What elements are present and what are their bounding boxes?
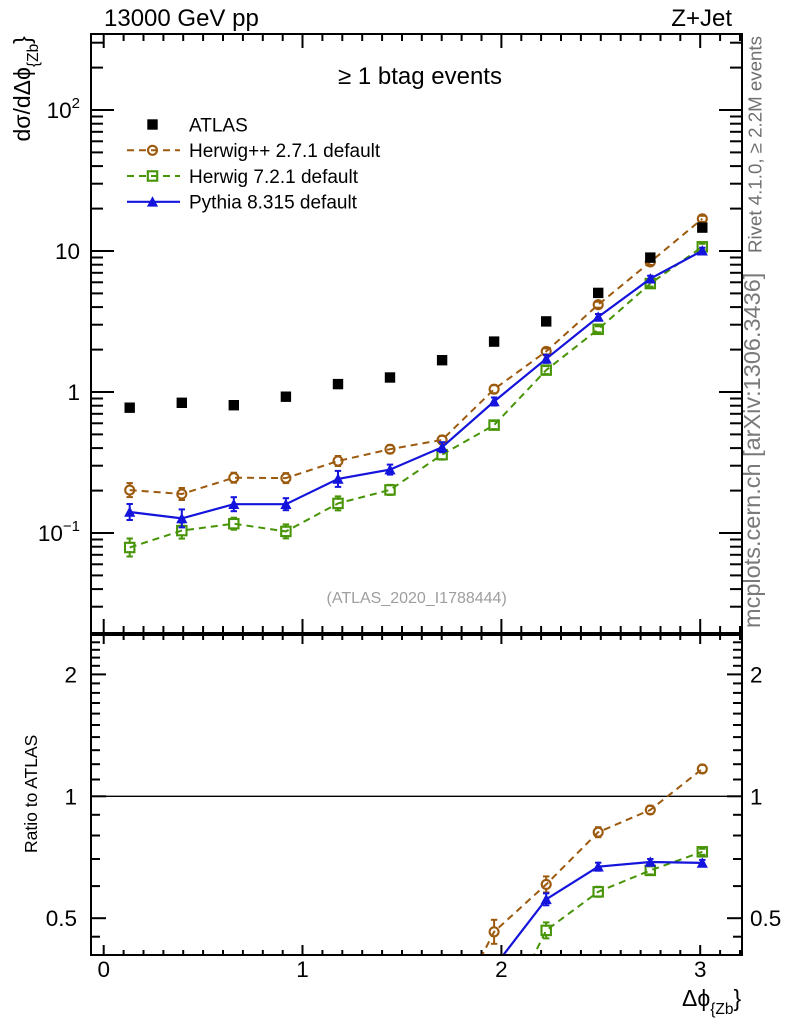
svg-text:1: 1: [67, 380, 80, 405]
svg-text:≥ 1 btag events: ≥ 1 btag events: [338, 63, 502, 90]
svg-text:10−1: 10−1: [38, 518, 80, 546]
svg-text:ATLAS: ATLAS: [189, 115, 248, 136]
svg-text:(ATLAS_2020_I1788444): (ATLAS_2020_I1788444): [327, 590, 507, 607]
svg-text:2: 2: [495, 957, 508, 982]
svg-text:2: 2: [64, 662, 77, 687]
svg-text:1: 1: [64, 784, 77, 809]
svg-text:Ratio to ATLAS: Ratio to ATLAS: [21, 735, 41, 853]
svg-text:0.5: 0.5: [46, 906, 77, 931]
svg-text:0.5: 0.5: [750, 906, 781, 931]
svg-text:10: 10: [55, 239, 80, 264]
svg-text:Rivet 4.1.0, ≥ 2.2M events: Rivet 4.1.0, ≥ 2.2M events: [745, 36, 766, 253]
svg-text:Z+Jet: Z+Jet: [671, 5, 732, 32]
svg-text:1: 1: [296, 957, 309, 982]
svg-text:3: 3: [694, 957, 707, 982]
svg-text:Pythia 8.315 default: Pythia 8.315 default: [189, 193, 358, 214]
svg-text:13000 GeV pp: 13000 GeV pp: [104, 5, 259, 32]
svg-text:1: 1: [750, 784, 763, 809]
svg-text:0: 0: [97, 957, 110, 982]
svg-text:mcplots.cern.ch [arXiv:1306.34: mcplots.cern.ch [arXiv:1306.3436]: [739, 273, 765, 628]
svg-text:Herwig++ 2.7.1 default: Herwig++ 2.7.1 default: [189, 141, 381, 162]
svg-text:2: 2: [750, 662, 763, 687]
svg-text:Herwig 7.2.1 default: Herwig 7.2.1 default: [189, 167, 359, 188]
